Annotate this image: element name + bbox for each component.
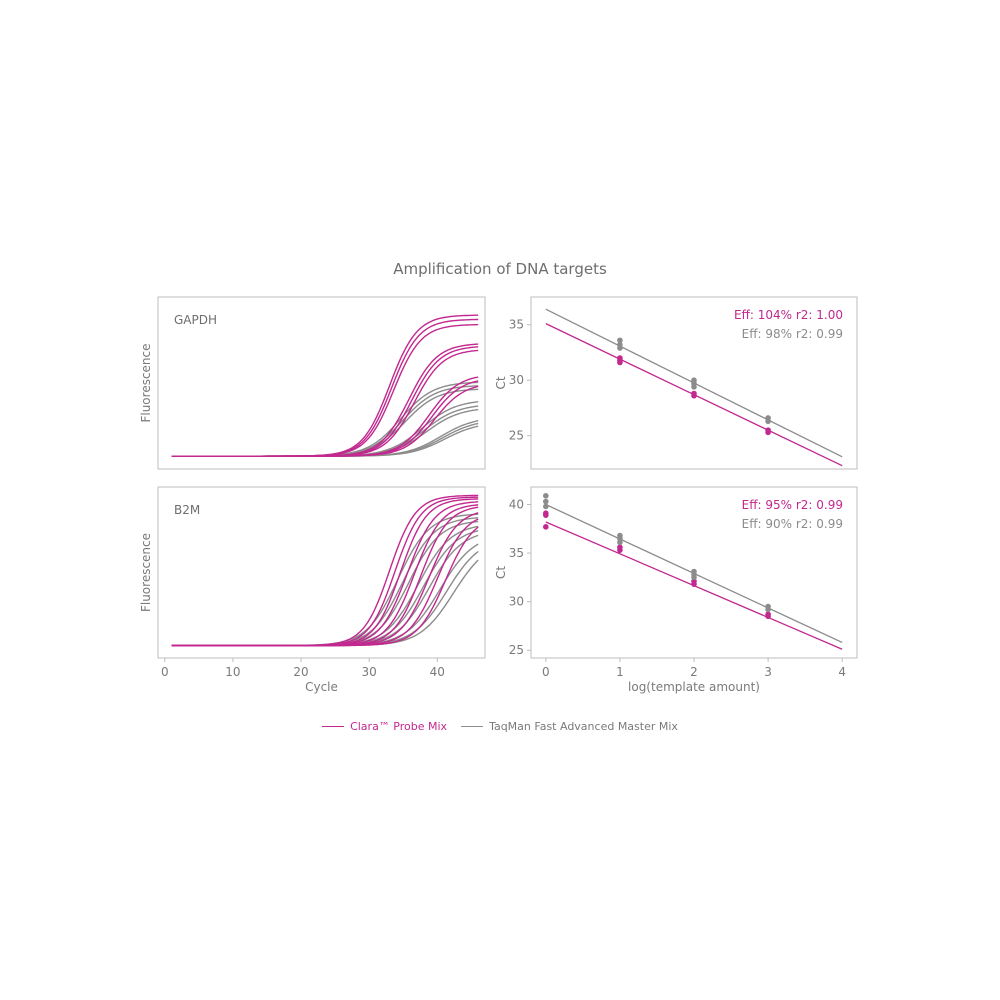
- b2m-standard-curve-point-clara-5: [617, 547, 623, 553]
- legend-item-taqman: TaqMan Fast Advanced Master Mix: [461, 720, 678, 733]
- gapdh-standard-curve-point-clara-7: [765, 429, 771, 436]
- gapdh-standard-curve-point-taqman-1: [617, 337, 623, 344]
- b2m-amplification-xtick-label-40: 40: [430, 665, 445, 679]
- b2m-standard-curve-point-clara-7: [691, 581, 697, 587]
- b2m-standard-curve-ytick-label-30: 30: [509, 595, 524, 609]
- b2m-standard-curve-point-taqman-2: [543, 498, 549, 505]
- gapdh-standard-curve-ytick-label-35: 35: [509, 318, 524, 332]
- b2m-standard-curve-point-clara-3: [543, 524, 549, 530]
- gapdh-amplification-curve-clara-9: [171, 385, 479, 457]
- b2m-amplification-xtick-label-20: 20: [293, 665, 308, 679]
- b2m-standard-curve-point-clara-9: [765, 613, 771, 620]
- b2m-standard-curve-xtick-label-0: 0: [542, 665, 550, 679]
- gapdh-standard-curve-point-clara-3: [617, 359, 623, 366]
- b2m-standard-curve-point-taqman-5: [617, 535, 623, 542]
- b2m-standard-curve-ylabel: Ct: [494, 566, 508, 579]
- b2m-amplification-xlabel: Cycle: [305, 680, 338, 694]
- gapdh-standard-curve-annotation-1: Eff: 104% r2: 1.00: [734, 308, 843, 322]
- gapdh-amplification-ylabel: Fluorescence: [139, 343, 153, 422]
- b2m-standard-curve-point-taqman-1: [543, 492, 549, 499]
- b2m-standard-curve-ytick-label-25: 25: [509, 643, 524, 657]
- b2m-amplification-ylabel: Fluorescence: [139, 533, 153, 612]
- b2m-standard-curve-point-taqman-6: [617, 539, 623, 546]
- b2m-standard-curve-ytick-label-35: 35: [509, 546, 524, 560]
- gapdh-standard-curve-point-taqman-8: [765, 418, 771, 425]
- b2m-standard-curve-xtick-label-1: 1: [616, 665, 624, 679]
- b2m-amplification-xtick-label-10: 10: [225, 665, 240, 679]
- b2m-standard-curve-xtick-label-3: 3: [764, 665, 772, 679]
- legend-label-taqman: TaqMan Fast Advanced Master Mix: [489, 720, 678, 733]
- legend-swatch-taqman: [461, 726, 484, 727]
- gapdh-standard-curve-point-taqman-3: [617, 345, 623, 351]
- b2m-standard-curve-annotation-1: Eff: 95% r2: 0.99: [742, 498, 843, 512]
- gapdh-amplification-frame: [157, 296, 486, 470]
- gapdh-amplification-panel-label: GAPDH: [174, 313, 217, 327]
- gapdh-standard-curve-point-taqman-6: [691, 384, 697, 390]
- b2m-standard-curve-annotation-2: Eff: 90% r2: 0.99: [742, 517, 843, 531]
- b2m-amplification-xtick-label-0: 0: [161, 665, 169, 679]
- b2m-standard-curve-xtick-label-2: 2: [690, 665, 698, 679]
- b2m-amplification-frame: [157, 486, 486, 659]
- chart-title: Amplification of DNA targets: [393, 260, 607, 278]
- legend-swatch-clara: [322, 726, 345, 727]
- b2m-standard-curve-ytick-label-40: 40: [509, 497, 524, 511]
- b2m-standard-curve-point-taqman-3: [543, 503, 549, 510]
- b2m-standard-curve-point-taqman-9: [691, 574, 697, 581]
- gapdh-standard-curve-ytick-label-30: 30: [509, 373, 524, 387]
- b2m-amplification-curve-clara-9: [171, 526, 479, 647]
- b2m-standard-curve-point-taqman-11: [765, 606, 771, 613]
- b2m-standard-curve-xtick-label-4: 4: [838, 665, 846, 679]
- legend-item-clara: Clara™ Probe Mix: [322, 720, 447, 733]
- legend-label-clara: Clara™ Probe Mix: [350, 720, 448, 733]
- gapdh-standard-curve-ytick-label-25: 25: [509, 429, 524, 443]
- b2m-standard-curve-point-clara-2: [543, 512, 549, 518]
- b2m-standard-curve-xlabel: log(template amount): [628, 680, 760, 694]
- b2m-amplification-panel-label: B2M: [174, 503, 200, 517]
- gapdh-standard-curve-point-clara-5: [691, 392, 697, 399]
- b2m-amplification-xtick-label-30: 30: [362, 665, 377, 679]
- gapdh-standard-curve-annotation-2: Eff: 98% r2: 0.99: [742, 327, 843, 341]
- legend: Clara™ Probe Mix TaqMan Fast Advanced Ma…: [0, 720, 1000, 733]
- gapdh-standard-curve-ylabel: Ct: [494, 376, 508, 389]
